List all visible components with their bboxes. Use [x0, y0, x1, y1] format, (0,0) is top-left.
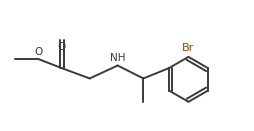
Text: O: O: [34, 47, 42, 57]
Text: Br: Br: [182, 43, 195, 53]
Text: NH: NH: [110, 53, 125, 63]
Text: O: O: [58, 42, 66, 52]
